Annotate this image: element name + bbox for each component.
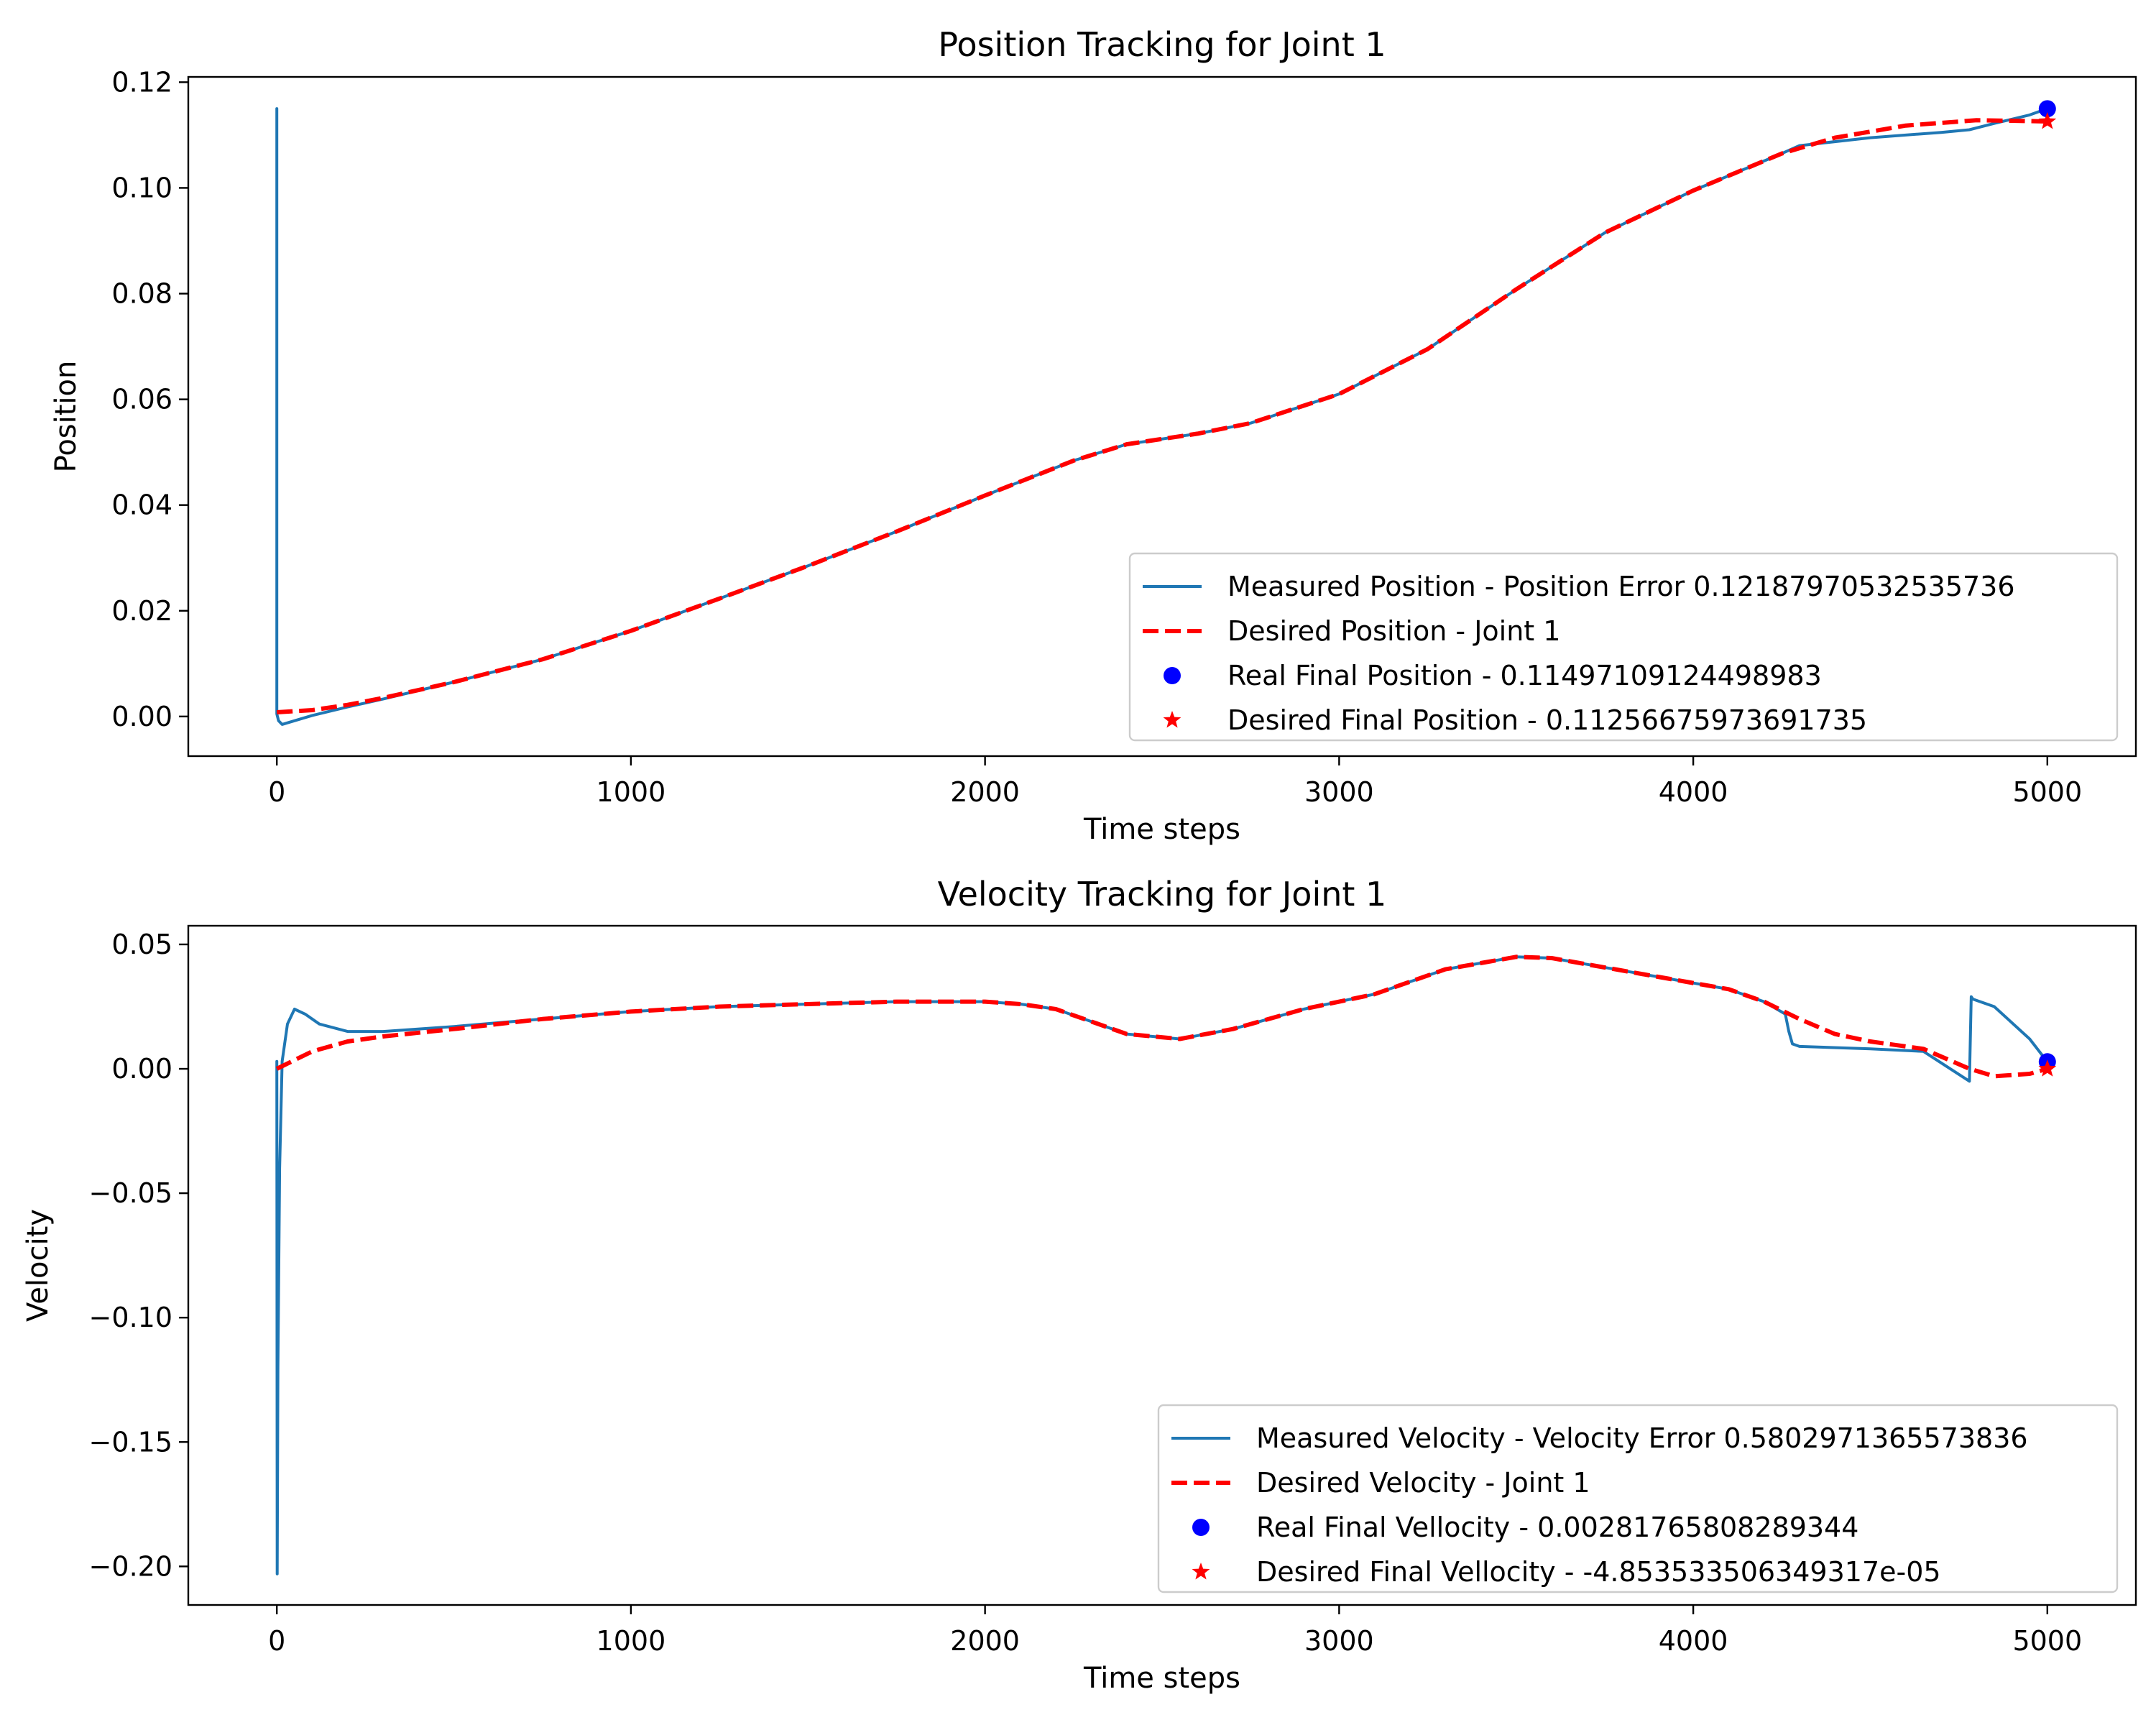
legend-handle bbox=[1163, 711, 1181, 728]
y-tick-label: −0.05 bbox=[89, 1177, 172, 1209]
axes-frame bbox=[187, 924, 2137, 1606]
y-tick-label: 0.08 bbox=[111, 278, 172, 310]
chart-title: Velocity Tracking for Joint 1 bbox=[938, 875, 1387, 914]
real-final-point bbox=[2038, 100, 2056, 118]
legend: Measured Position - Position Error 0.121… bbox=[1128, 552, 2119, 742]
y-tick-label: 0.06 bbox=[111, 384, 172, 415]
legend-label: Desired Velocity - Joint 1 bbox=[1256, 1467, 1590, 1499]
x-tick-label: 2000 bbox=[950, 1625, 1020, 1657]
legend-handle bbox=[1192, 1563, 1210, 1580]
legend: Measured Velocity - Velocity Error 0.580… bbox=[1157, 1404, 2119, 1593]
legend-label: Measured Velocity - Velocity Error 0.580… bbox=[1256, 1422, 2028, 1454]
desired-final-point bbox=[2038, 1059, 2057, 1077]
legend-handle bbox=[1192, 1519, 1210, 1536]
y-axis-label: Velocity bbox=[22, 1209, 55, 1322]
y-tick-label: 0.10 bbox=[111, 172, 172, 203]
axes-frame bbox=[187, 75, 2137, 758]
legend-label: Desired Position - Joint 1 bbox=[1227, 615, 1560, 647]
x-tick-label: 3000 bbox=[1304, 1625, 1374, 1657]
desired-final-point bbox=[2038, 112, 2057, 129]
y-tick-label: 0.00 bbox=[111, 1053, 172, 1085]
legend-box bbox=[1157, 1404, 2119, 1593]
y-axis-label: Position bbox=[50, 361, 83, 473]
chart-panel-2: Velocity Tracking for Joint 1 0 1000 2000 30… bbox=[22, 875, 2137, 1695]
y-tick-label: −0.10 bbox=[89, 1302, 172, 1333]
legend-label: Desired Final Vellocity - -4.85353350634… bbox=[1256, 1556, 1941, 1588]
y-tick-label: 0.05 bbox=[111, 929, 172, 960]
plot-area bbox=[275, 107, 2049, 726]
x-tick-label: 4000 bbox=[1659, 1625, 1728, 1657]
plot-area bbox=[275, 954, 2049, 1576]
legend-label: Desired Final Position - 0.1125667597369… bbox=[1227, 704, 1867, 736]
desired-series-line bbox=[275, 954, 2048, 1079]
x-axis-label: Time steps bbox=[1083, 813, 1240, 846]
x-tick-label: 5000 bbox=[2012, 1625, 2082, 1657]
x-axis-label: Time steps bbox=[1083, 1662, 1240, 1695]
x-tick-label: 4000 bbox=[1659, 776, 1728, 808]
y-tick-label: −0.15 bbox=[89, 1426, 172, 1458]
legend-box bbox=[1128, 552, 2119, 742]
y-tick-label: 0.00 bbox=[111, 701, 172, 732]
y-tick-label: 0.02 bbox=[111, 595, 172, 627]
y-tick-label: −0.20 bbox=[89, 1550, 172, 1582]
legend-handle bbox=[1164, 667, 1181, 684]
y-tick-label: 0.04 bbox=[111, 489, 172, 521]
chart-title: Position Tracking for Joint 1 bbox=[938, 25, 1386, 64]
legend-label: Measured Position - Position Error 0.121… bbox=[1227, 571, 2015, 602]
legend-label: Real Final Position - 0.1149710912449898… bbox=[1227, 660, 1822, 691]
x-tick-label: 1000 bbox=[596, 1625, 666, 1657]
chart-panel-1: Position Tracking for Joint 1 0 1000 2000 30… bbox=[50, 25, 2137, 846]
x-tick-label: 1000 bbox=[596, 776, 666, 808]
legend-label: Real Final Vellocity - 0.002817658082893… bbox=[1256, 1512, 1858, 1543]
x-tick-label: 5000 bbox=[2012, 776, 2082, 808]
x-tick-label: 0 bbox=[268, 1625, 285, 1657]
x-tick-label: 0 bbox=[268, 776, 285, 808]
y-tick-label: 0.12 bbox=[111, 66, 172, 98]
x-tick-label: 3000 bbox=[1304, 776, 1374, 808]
x-tick-label: 2000 bbox=[950, 776, 1020, 808]
